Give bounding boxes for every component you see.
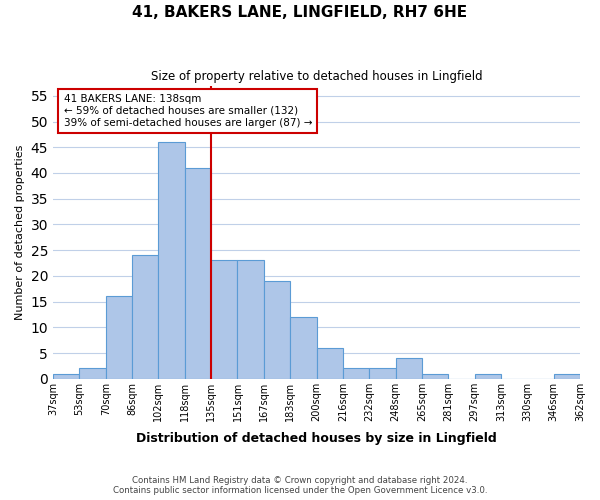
Bar [264,281,290,378]
Bar [211,260,238,378]
Bar [238,260,264,378]
Bar [132,256,158,378]
Text: 41 BAKERS LANE: 138sqm
← 59% of detached houses are smaller (132)
39% of semi-de: 41 BAKERS LANE: 138sqm ← 59% of detached… [64,94,312,128]
X-axis label: Distribution of detached houses by size in Lingfield: Distribution of detached houses by size … [136,432,497,445]
Title: Size of property relative to detached houses in Lingfield: Size of property relative to detached ho… [151,70,482,83]
Y-axis label: Number of detached properties: Number of detached properties [15,144,25,320]
Bar [395,358,422,378]
Text: Contains HM Land Registry data © Crown copyright and database right 2024.
Contai: Contains HM Land Registry data © Crown c… [113,476,487,495]
Bar [158,142,185,378]
Bar [422,374,448,378]
Bar [475,374,501,378]
Bar [106,296,132,378]
Text: 41, BAKERS LANE, LINGFIELD, RH7 6HE: 41, BAKERS LANE, LINGFIELD, RH7 6HE [133,5,467,20]
Bar [343,368,369,378]
Bar [290,317,317,378]
Bar [53,374,79,378]
Bar [185,168,211,378]
Bar [79,368,106,378]
Bar [554,374,580,378]
Bar [369,368,395,378]
Bar [317,348,343,378]
